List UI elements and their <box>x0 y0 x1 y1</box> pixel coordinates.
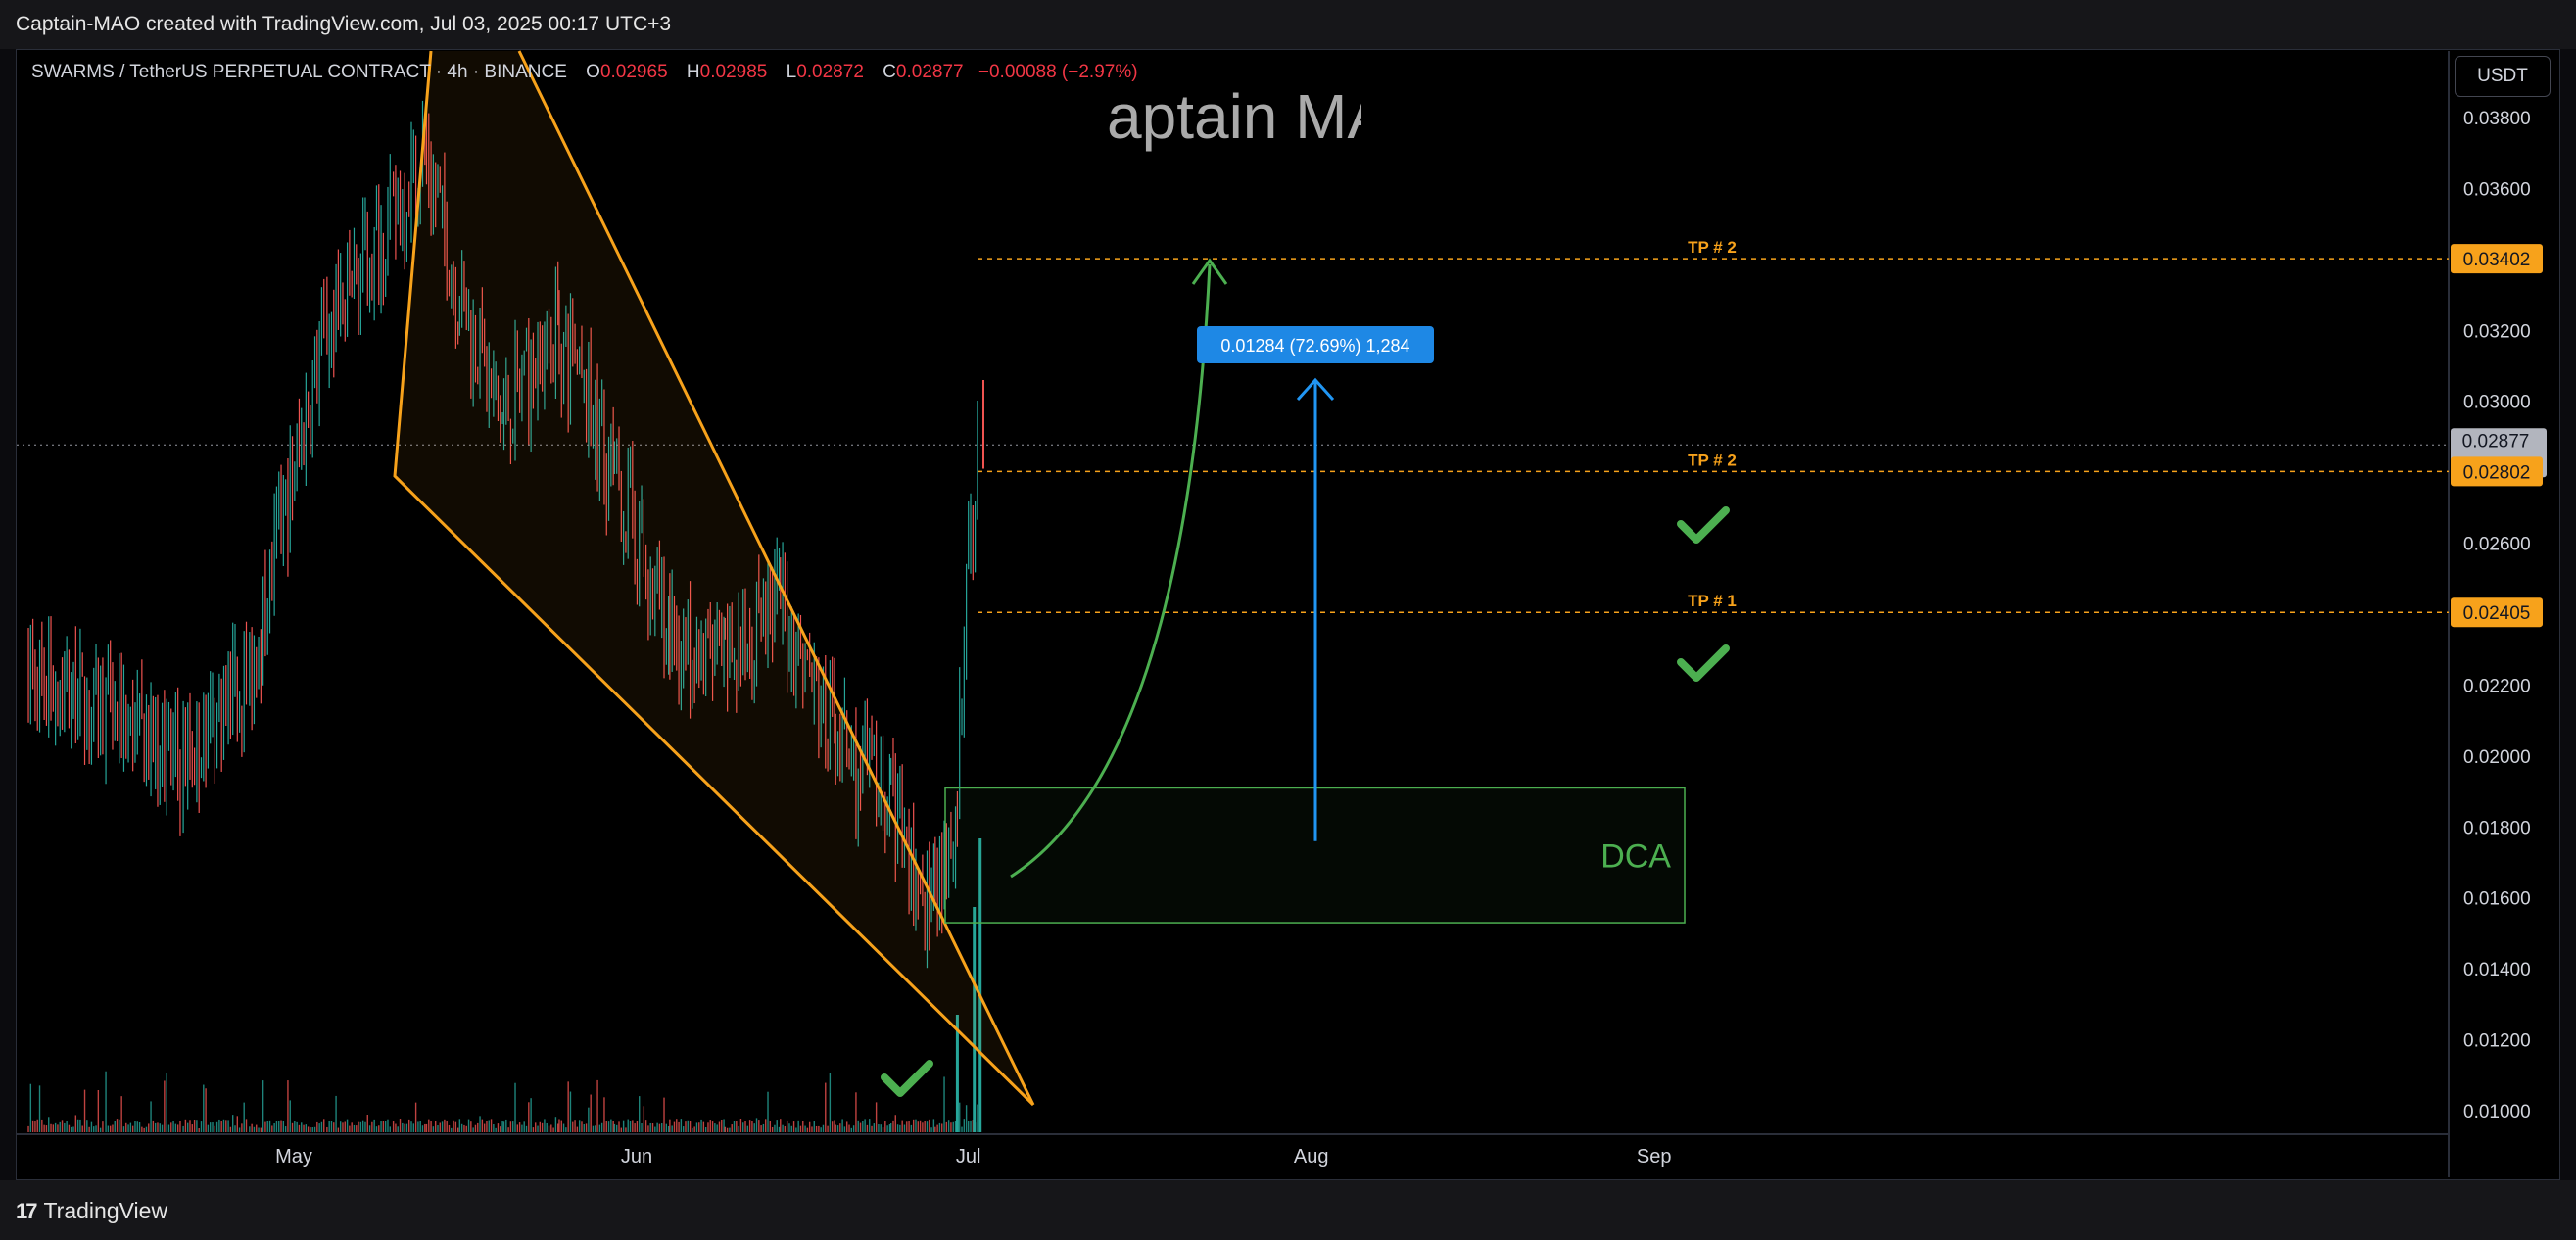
bottom-bar: 17 TradingView <box>0 1180 2576 1240</box>
y-tick-label: 0.03000 <box>2463 393 2531 413</box>
change-value: −0.00088 (−2.97%) <box>978 62 1138 82</box>
measure-label: 0.01284 (72.69%) 1,284 <box>1220 336 1409 356</box>
wedge-fill <box>395 51 1033 1105</box>
target-price-badge <box>2451 456 2543 487</box>
y-tick-label: 0.01600 <box>2463 889 2531 910</box>
last-price-value: 0.02877 <box>2462 431 2530 452</box>
y-tick-label: 0.02000 <box>2463 747 2531 768</box>
y-tick-label: 0.02200 <box>2463 676 2531 696</box>
y-tick-label: 0.01800 <box>2463 818 2531 838</box>
close-label: C <box>883 62 896 82</box>
dca-label: DCA <box>1600 837 1671 875</box>
target-price-badge <box>2451 597 2543 628</box>
author-credit: Captain-MAO created with TradingView.com… <box>16 13 672 35</box>
x-tick-label: Jun <box>621 1146 652 1168</box>
tradingview-logo-icon: 17 <box>16 1198 38 1223</box>
check-icon <box>881 1060 933 1097</box>
y-tick-label: 0.02600 <box>2463 535 2531 555</box>
candles <box>27 100 984 969</box>
x-tick-label: May <box>275 1146 312 1168</box>
x-tick-label: Aug <box>1294 1146 1329 1168</box>
y-tick-label: 0.01400 <box>2463 960 2531 980</box>
target-level-label: TP # 1 <box>1688 592 1737 610</box>
price-grid <box>17 51 2450 1177</box>
measure-arrow-head <box>1296 377 1335 401</box>
volume-bars <box>27 838 982 1132</box>
projection-arrow-head <box>1191 258 1228 285</box>
low-label: L <box>786 62 797 82</box>
symbol-legend: SWARMS / TetherUS PERPETUAL CONTRACT · 4… <box>31 62 1138 83</box>
x-tick-label: Sep <box>1637 1146 1672 1168</box>
y-tick-label: 0.03600 <box>2463 179 2531 200</box>
low-value: 0.02872 <box>796 62 864 82</box>
target-price-value: 0.02802 <box>2463 462 2531 483</box>
open-label: O <box>586 62 600 82</box>
y-tick-label: 0.01200 <box>2463 1031 2531 1052</box>
target-price-value: 0.02405 <box>2463 603 2531 624</box>
check-icon <box>1677 644 1730 682</box>
high-label: H <box>686 62 700 82</box>
chart-area[interactable] <box>16 49 2560 1180</box>
y-tick-label: 0.01000 <box>2463 1102 2531 1122</box>
symbol-name[interactable]: SWARMS / TetherUS PERPETUAL CONTRACT · 4… <box>31 62 567 82</box>
high-value: 0.02985 <box>699 62 768 82</box>
top-bar: Captain-MAO created with TradingView.com… <box>0 0 2576 49</box>
y-tick-label: 0.03800 <box>2463 109 2531 129</box>
wedge-upper-line <box>517 50 1035 1106</box>
author-watermark: aptain MA <box>1107 81 1361 152</box>
target-level-label: TP # 2 <box>1688 238 1737 257</box>
drawings: TP # 2 TP # 2 TP # 1 DCA 0.01284 (72.69%) 1,… <box>17 50 2449 1107</box>
x-tick-label: Jul <box>956 1146 981 1168</box>
open-value: 0.02965 <box>599 62 668 82</box>
close-value: 0.02877 <box>895 62 964 82</box>
projection-arrow <box>1010 263 1212 879</box>
tradingview-brand[interactable]: 17 TradingView <box>16 1198 167 1224</box>
target-level-label: TP # 2 <box>1688 451 1737 469</box>
check-icon <box>1677 506 1730 544</box>
wedge-lower-line <box>393 50 1035 1107</box>
target-price-badge <box>2451 244 2543 274</box>
brand-name: TradingView <box>43 1198 168 1223</box>
target-price-value: 0.03402 <box>2463 250 2531 270</box>
measure-label-box <box>1197 326 1434 363</box>
axes: 0.038000.036000.034000.032000.030000.028… <box>275 109 2547 1168</box>
y-tick-label: 0.03200 <box>2463 321 2531 342</box>
currency-button[interactable]: USDT <box>2455 56 2551 97</box>
